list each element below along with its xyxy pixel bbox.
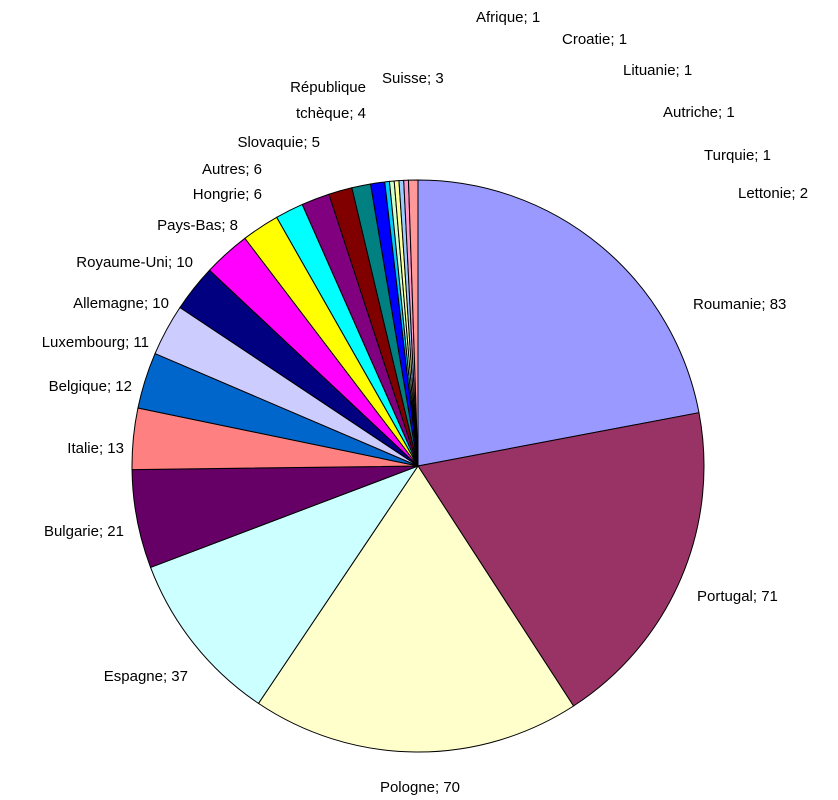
- pie-slice-pologne: [257, 465, 575, 753]
- slice-label: Roumanie; 83: [693, 296, 786, 313]
- slice-label: Turquie; 1: [704, 147, 771, 164]
- slice-label: Afrique; 1: [476, 9, 540, 26]
- pie-slice-portugal: [417, 412, 705, 707]
- slice-label: Portugal; 71: [697, 588, 778, 605]
- slice-label: République tchèque; 4: [290, 79, 366, 122]
- slice-label: Belgique; 12: [49, 378, 132, 395]
- slice-label: Lituanie; 1: [623, 62, 692, 79]
- slice-label: Autres; 6: [202, 161, 262, 178]
- slice-label: Suisse; 3: [382, 70, 444, 87]
- slice-labels: Roumanie; 83 Portugal; 71 Pologne; 70 Espag…: [42, 9, 808, 796]
- slice-label: Slovaquie; 5: [237, 134, 320, 151]
- slice-label: Bulgarie; 21: [44, 523, 124, 540]
- slice-label: Italie; 13: [67, 440, 124, 457]
- slice-label: Croatie; 1: [562, 31, 627, 48]
- slice-label: Lettonie; 2: [738, 185, 808, 202]
- pie-slice-lettonie: [407, 179, 419, 467]
- slice-label: Hongrie; 6: [193, 186, 262, 203]
- slice-label: Allemagne; 10: [73, 295, 169, 312]
- pie-slice-espagne: [149, 464, 420, 705]
- pie-slices: [131, 179, 705, 753]
- pie-slice-roumanie: [417, 179, 700, 467]
- slice-label: Royaume-Uni; 10: [76, 254, 193, 271]
- slice-label: Pays-Bas; 8: [157, 217, 238, 234]
- slice-label: Espagne; 37: [104, 668, 188, 685]
- slice-label: Luxembourg; 11: [42, 334, 149, 351]
- slice-label: Autriche; 1: [663, 104, 735, 121]
- slice-label: Pologne; 70: [380, 779, 460, 796]
